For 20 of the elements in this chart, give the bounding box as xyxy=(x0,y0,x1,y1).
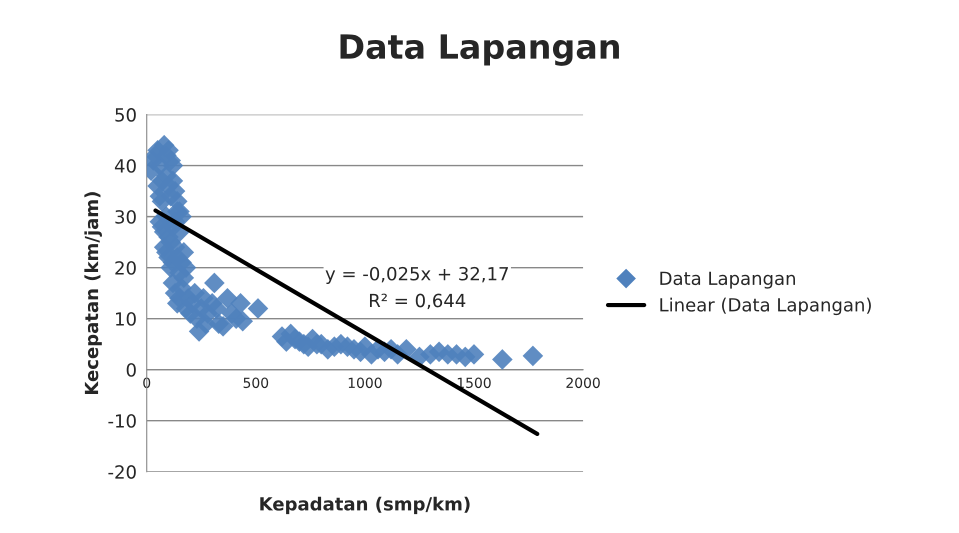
y-tick-label: 50 xyxy=(115,108,136,122)
x-tick-label: 0 xyxy=(143,378,150,388)
y-tick-label: 10 xyxy=(116,312,136,326)
x-tick-label: 500 xyxy=(244,378,268,388)
y-axis-title: Kecepatan (km/jam) xyxy=(84,192,102,394)
y-tick-label: 30 xyxy=(115,210,136,224)
y-tick-label: -20 xyxy=(108,465,136,479)
x-axis-title: Kepadatan (smp/km) xyxy=(260,496,470,514)
legend-label: Data Lapangan xyxy=(660,272,795,289)
x-tick-label: 1500 xyxy=(458,378,491,388)
y-tick-label: 40 xyxy=(114,159,136,173)
y-tick-label: 20 xyxy=(115,261,136,275)
annotation: y = -0,025x + 32,17 xyxy=(326,266,508,284)
y-tick-label: -10 xyxy=(108,414,136,428)
annotation: R² = 0,644 xyxy=(370,294,466,310)
x-tick-label: 2000 xyxy=(566,378,600,388)
y-tick-label: 0 xyxy=(126,363,136,377)
chart-title: Data Lapangan xyxy=(340,34,619,66)
legend-label: Linear (Data Lapangan) xyxy=(660,298,871,316)
x-tick-label: 1000 xyxy=(348,378,382,388)
